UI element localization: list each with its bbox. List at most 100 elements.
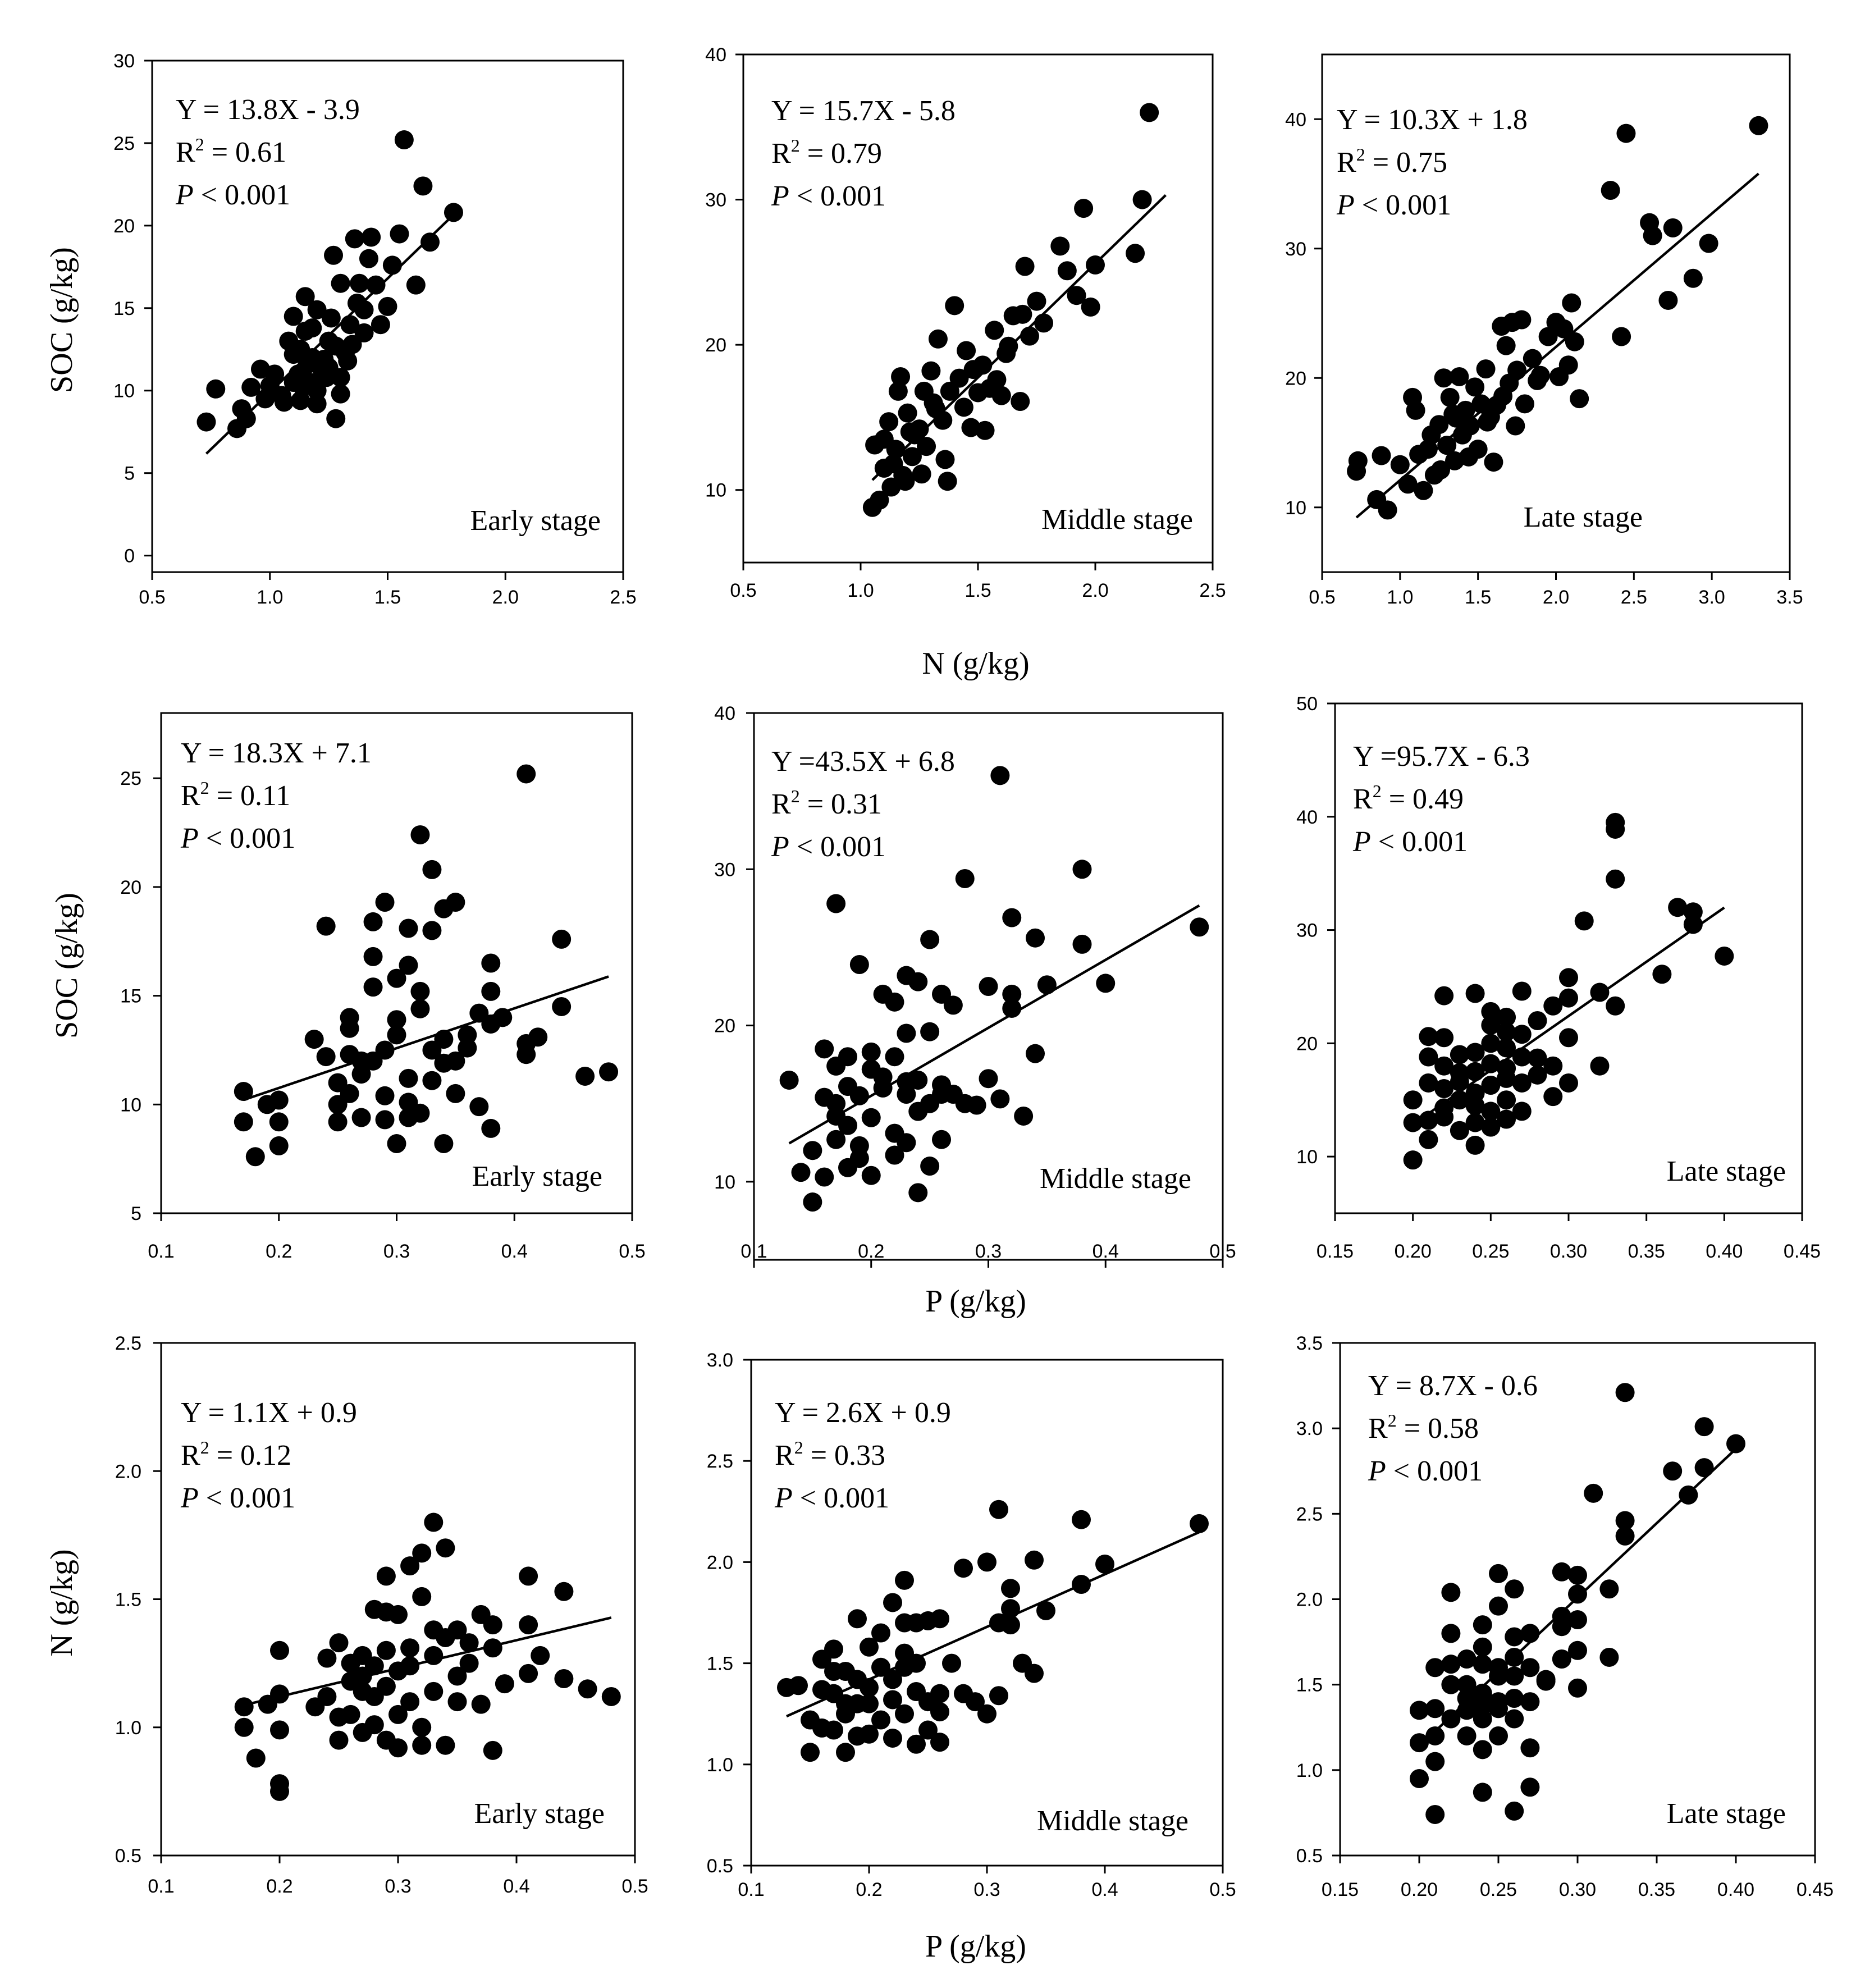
x-tick-label: 0.30 xyxy=(1559,1879,1596,1900)
p-value: P < 0.001 xyxy=(1368,1455,1483,1487)
data-point xyxy=(860,1724,879,1744)
y-tick-label: 3.5 xyxy=(1296,1333,1323,1354)
data-point xyxy=(284,307,303,326)
x-tick-label: 0.1 xyxy=(738,1879,764,1900)
data-point xyxy=(1348,451,1368,470)
data-point xyxy=(350,273,369,293)
data-point xyxy=(483,1740,502,1760)
data-point xyxy=(399,956,418,975)
data-point xyxy=(897,1023,916,1043)
data-point xyxy=(354,300,374,319)
regression-equation: Y =95.7X - 6.3 xyxy=(1353,741,1530,773)
x-tick-label: 1.5 xyxy=(374,587,401,608)
y-tick-label: 1.5 xyxy=(1296,1675,1323,1696)
data-point xyxy=(241,377,261,397)
data-point xyxy=(316,1047,336,1067)
y-tick-label: 50 xyxy=(1296,693,1318,715)
data-point xyxy=(1403,1150,1423,1170)
data-point xyxy=(234,1697,254,1717)
data-point xyxy=(1414,481,1433,500)
y-tick-label: 2.5 xyxy=(115,1333,141,1354)
data-point xyxy=(345,229,364,249)
data-point xyxy=(382,255,402,275)
data-point xyxy=(554,1669,574,1689)
data-point xyxy=(957,341,976,360)
data-point xyxy=(1543,1056,1563,1076)
data-point xyxy=(1523,349,1542,368)
x-tick-label: 1.0 xyxy=(1387,587,1413,608)
data-point xyxy=(1443,404,1463,424)
data-point xyxy=(422,860,442,879)
data-point xyxy=(1072,1510,1091,1529)
data-point xyxy=(1473,1709,1492,1729)
y-tick-label: 1.0 xyxy=(707,1754,733,1776)
data-point xyxy=(1425,1726,1445,1745)
data-point xyxy=(1505,1709,1524,1729)
data-point xyxy=(1505,1801,1524,1821)
data-point xyxy=(1425,1658,1445,1678)
p-value: P < 0.001 xyxy=(771,831,886,863)
data-point xyxy=(298,354,317,374)
p-value: P < 0.001 xyxy=(180,822,295,854)
data-point xyxy=(387,968,406,988)
data-point xyxy=(945,296,965,316)
data-point xyxy=(331,368,350,387)
data-point xyxy=(1465,984,1485,1003)
panel-r2c2: 0.1 0.2 0.3 0.4 0.5 10 20 30 40 Y =43.5X + 6.8 R2 … xyxy=(714,703,1236,1268)
data-point xyxy=(991,386,1011,405)
data-point xyxy=(388,1605,408,1624)
data-point xyxy=(326,336,346,356)
data-point xyxy=(519,1663,538,1683)
data-point xyxy=(1726,1434,1745,1454)
data-point xyxy=(1140,103,1159,122)
data-point xyxy=(329,1633,349,1653)
data-point xyxy=(1465,1096,1485,1116)
stage-label: Late stage xyxy=(1667,1155,1786,1187)
data-point xyxy=(1067,286,1086,305)
y-tick-label: 10 xyxy=(113,381,135,402)
data-point xyxy=(861,1042,881,1062)
x-tick-label: 0.1 xyxy=(740,1241,767,1262)
data-point xyxy=(1459,447,1479,467)
y-tick-label: 20 xyxy=(714,1016,735,1037)
stage-label: Early stage xyxy=(472,1160,602,1192)
y-tick-label: 1.5 xyxy=(707,1653,733,1675)
data-point xyxy=(1497,1038,1516,1058)
y-tick-label: 40 xyxy=(714,703,735,724)
x-tick-label: 3.5 xyxy=(1776,587,1803,608)
data-point xyxy=(917,437,936,456)
data-point xyxy=(920,1022,940,1041)
p-value: P < 0.001 xyxy=(1336,189,1451,221)
panel-r1c1: 0.5 1.0 1.5 2.0 2.5 0 5 10 15 20 25 30 Y = 13.8X - 3… xyxy=(113,51,636,608)
data-point xyxy=(1612,327,1631,346)
data-point xyxy=(791,1163,811,1182)
data-point xyxy=(1025,1663,1044,1683)
data-point xyxy=(387,1134,406,1154)
regression-line xyxy=(1355,172,1759,519)
data-point xyxy=(912,464,931,484)
data-point xyxy=(362,227,381,247)
data-point xyxy=(979,1069,998,1089)
data-point xyxy=(601,1687,621,1706)
x-tick-label: 0.1 xyxy=(148,1876,174,1897)
data-point xyxy=(371,315,390,335)
data-point xyxy=(351,1108,371,1127)
data-point xyxy=(599,1062,619,1082)
y-tick-label: 15 xyxy=(120,986,141,1007)
data-point xyxy=(1072,934,1092,954)
data-point xyxy=(1025,1550,1044,1570)
row2-y-axis-label: SOC (g/kg) xyxy=(49,893,84,1039)
data-point xyxy=(1001,1599,1020,1619)
data-point xyxy=(874,429,894,449)
data-point xyxy=(1002,908,1022,927)
y-tick-label: 3.0 xyxy=(707,1350,733,1371)
y-tick-label: 10 xyxy=(705,480,726,501)
data-point xyxy=(1429,415,1449,435)
data-point xyxy=(317,1648,337,1668)
data-point xyxy=(848,1694,867,1713)
y-tick-label: 5 xyxy=(124,463,135,485)
data-point xyxy=(1538,327,1558,346)
x-tick-label: 0.35 xyxy=(1628,1241,1665,1262)
data-point xyxy=(1074,199,1094,218)
data-point xyxy=(1457,1649,1477,1669)
